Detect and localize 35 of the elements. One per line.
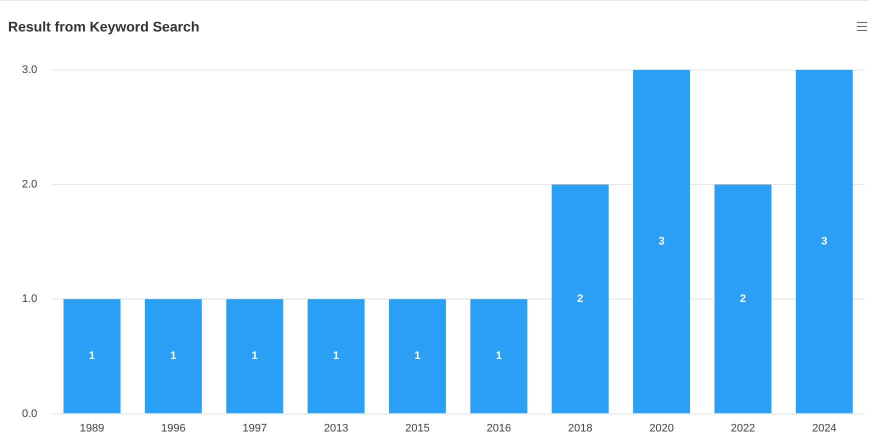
x-tick-label: 1989 [80, 422, 104, 434]
data-label: 1 [88, 350, 96, 362]
bar [226, 299, 284, 414]
bar [714, 184, 772, 414]
data-label: 1 [170, 350, 176, 362]
x-tick-label: 2018 [568, 422, 592, 434]
x-tick-label: 1996 [161, 422, 186, 434]
x-tick-label: 1997 [242, 422, 267, 434]
bar [552, 184, 609, 414]
data-label: 3 [821, 236, 828, 248]
bar [144, 299, 202, 414]
y-tick-label: 0.0 [22, 408, 38, 420]
x-tick-label: 2020 [649, 422, 674, 434]
data-label: 1 [333, 350, 340, 362]
data-label: 1 [414, 350, 421, 362]
bar [633, 70, 690, 414]
y-tick-label: 1.0 [22, 293, 38, 306]
x-tick-label: 2013 [324, 422, 348, 434]
x-tick-label: 2015 [405, 422, 430, 434]
x-tick-label: 2024 [812, 422, 837, 434]
bar [63, 299, 120, 414]
data-label: 1 [496, 350, 502, 362]
bar [308, 299, 365, 414]
data-label: 2 [740, 292, 746, 305]
data-label: 3 [658, 236, 665, 248]
y-tick-label: 3.0 [22, 64, 38, 76]
x-tick-label: 2016 [486, 422, 512, 434]
data-label: 1 [252, 350, 258, 362]
bar [388, 299, 446, 414]
y-tick-label: 2.0 [22, 178, 38, 190]
bar [470, 299, 528, 414]
data-label: 2 [577, 292, 584, 305]
chart-title: Result from Keyword Search [8, 18, 200, 34]
bar [796, 70, 853, 414]
x-tick-label: 2022 [730, 422, 756, 434]
